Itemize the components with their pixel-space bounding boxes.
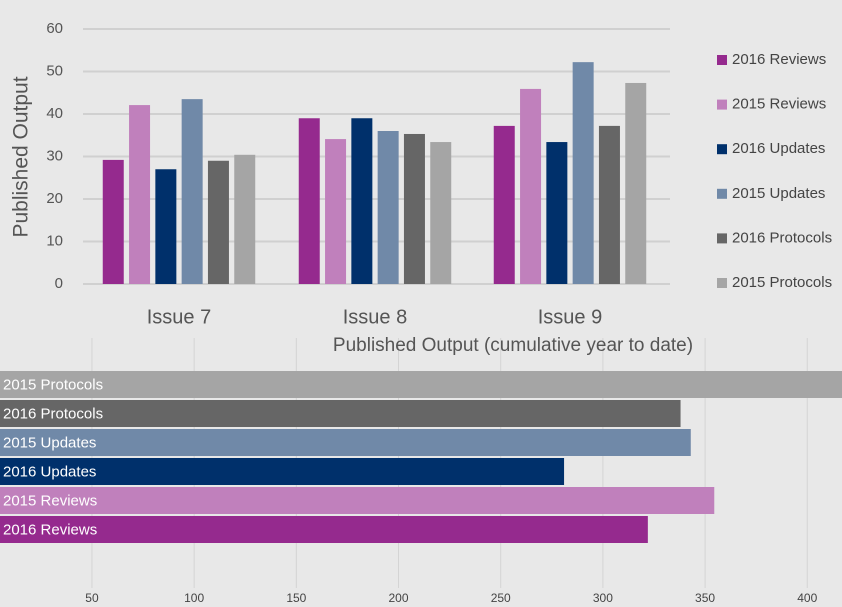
chart-title: Published Output (cumulative year to dat… <box>333 335 693 356</box>
bar-label: 2015 Updates <box>3 434 96 451</box>
bar <box>546 142 568 284</box>
bar <box>129 105 151 284</box>
bar-label: 2015 Reviews <box>3 492 97 509</box>
y-tick-label: 20 <box>46 190 63 207</box>
bar <box>0 516 648 543</box>
x-tick-label: 350 <box>695 591 715 605</box>
bar <box>207 160 229 284</box>
legend-label: 2015 Updates <box>732 185 825 202</box>
bar <box>298 118 320 284</box>
bar <box>572 62 594 285</box>
x-tick-label: 250 <box>491 591 511 605</box>
y-tick-label: 50 <box>46 62 63 79</box>
bar <box>0 458 565 485</box>
legend-label: 2015 Protocols <box>732 274 832 291</box>
legend-swatch <box>717 188 727 199</box>
y-axis-label: Published Output <box>10 76 33 237</box>
y-tick-label: 10 <box>46 232 63 249</box>
bar <box>598 125 620 285</box>
bar <box>0 487 715 514</box>
bar <box>520 88 542 284</box>
x-tick-label: Issue 8 <box>343 306 407 328</box>
bar <box>0 400 681 427</box>
x-tick-label: 100 <box>184 591 204 605</box>
legend-swatch <box>717 233 727 244</box>
bar <box>351 118 373 284</box>
bar <box>0 429 691 456</box>
bar <box>102 159 124 284</box>
y-tick-label: 30 <box>46 147 63 164</box>
bar <box>234 154 256 284</box>
bar <box>377 131 399 284</box>
x-tick-label: 300 <box>593 591 613 605</box>
y-tick-label: 40 <box>46 105 63 122</box>
legend-swatch <box>717 55 727 65</box>
legend-swatch <box>717 144 727 155</box>
bar <box>325 139 347 284</box>
legend-swatch <box>717 278 727 288</box>
bar-label: 2015 Protocols <box>3 376 103 393</box>
y-tick-label: 60 <box>46 20 63 37</box>
bar <box>181 99 203 284</box>
bar-label: 2016 Reviews <box>3 521 97 538</box>
bar <box>430 142 452 284</box>
x-tick-label: Issue 9 <box>538 306 602 328</box>
legend-label: 2016 Reviews <box>732 51 826 68</box>
y-tick-label: 0 <box>55 275 63 292</box>
x-tick-label: 150 <box>286 591 306 605</box>
bar-label: 2016 Protocols <box>3 405 103 422</box>
bar-label: 2016 Updates <box>3 463 96 480</box>
bar <box>0 371 842 398</box>
legend-label: 2015 Reviews <box>732 96 826 113</box>
x-tick-label: 200 <box>389 591 409 605</box>
bar <box>625 82 647 284</box>
bar <box>155 169 177 284</box>
legend-label: 2016 Protocols <box>732 229 832 246</box>
x-tick-label: 50 <box>85 591 99 605</box>
bar <box>403 133 425 284</box>
x-tick-label: Issue 7 <box>147 306 211 328</box>
legend-label: 2016 Updates <box>732 140 825 157</box>
x-tick-label: 400 <box>797 591 817 605</box>
legend-swatch <box>717 99 727 110</box>
bar <box>493 125 515 285</box>
